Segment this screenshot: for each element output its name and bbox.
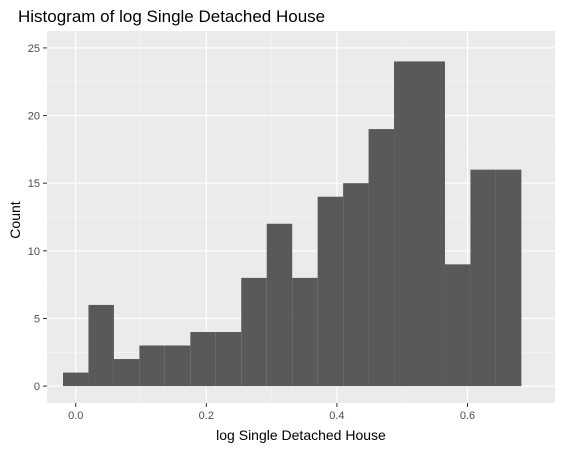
y-axis-ticks: 0 5 10 15 20 25 <box>28 43 47 393</box>
histogram-bar <box>394 61 420 387</box>
histogram-bar <box>164 345 191 387</box>
y-tick-label: 25 <box>28 43 40 55</box>
y-tick-label: 10 <box>28 246 40 258</box>
histogram-bar <box>444 264 471 387</box>
histogram-bar <box>241 277 267 387</box>
x-tick-label: 0.0 <box>68 410 83 422</box>
histogram-bar <box>62 372 89 387</box>
histogram-bar <box>215 331 242 387</box>
histogram-bar <box>317 196 344 387</box>
histogram-bar <box>495 169 522 387</box>
x-tick-label: 0.6 <box>460 410 475 422</box>
x-tick-label: 0.2 <box>199 410 214 422</box>
histogram-bar <box>266 223 293 387</box>
x-tick-label: 0.4 <box>329 410 344 422</box>
y-axis-title: Count <box>7 201 23 238</box>
y-tick-label: 0 <box>34 381 40 393</box>
histogram-bar <box>470 169 496 387</box>
chart-title: Histogram of log Single Detached House <box>18 7 325 26</box>
histogram-bar <box>139 345 165 387</box>
histogram-bars <box>62 61 522 387</box>
histogram-bar <box>343 183 369 387</box>
histogram-bar <box>113 359 140 387</box>
y-tick-label: 5 <box>34 313 40 325</box>
x-axis-ticks: 0.0 0.2 0.4 0.6 <box>68 403 475 422</box>
x-axis-title: log Single Detached House <box>216 427 386 443</box>
histogram-bar <box>368 129 395 387</box>
histogram-bar <box>88 304 114 387</box>
histogram-bar <box>190 331 216 387</box>
histogram-bar <box>292 277 318 387</box>
y-tick-label: 15 <box>28 178 40 190</box>
histogram-bar <box>419 61 445 387</box>
y-tick-label: 20 <box>28 111 40 123</box>
